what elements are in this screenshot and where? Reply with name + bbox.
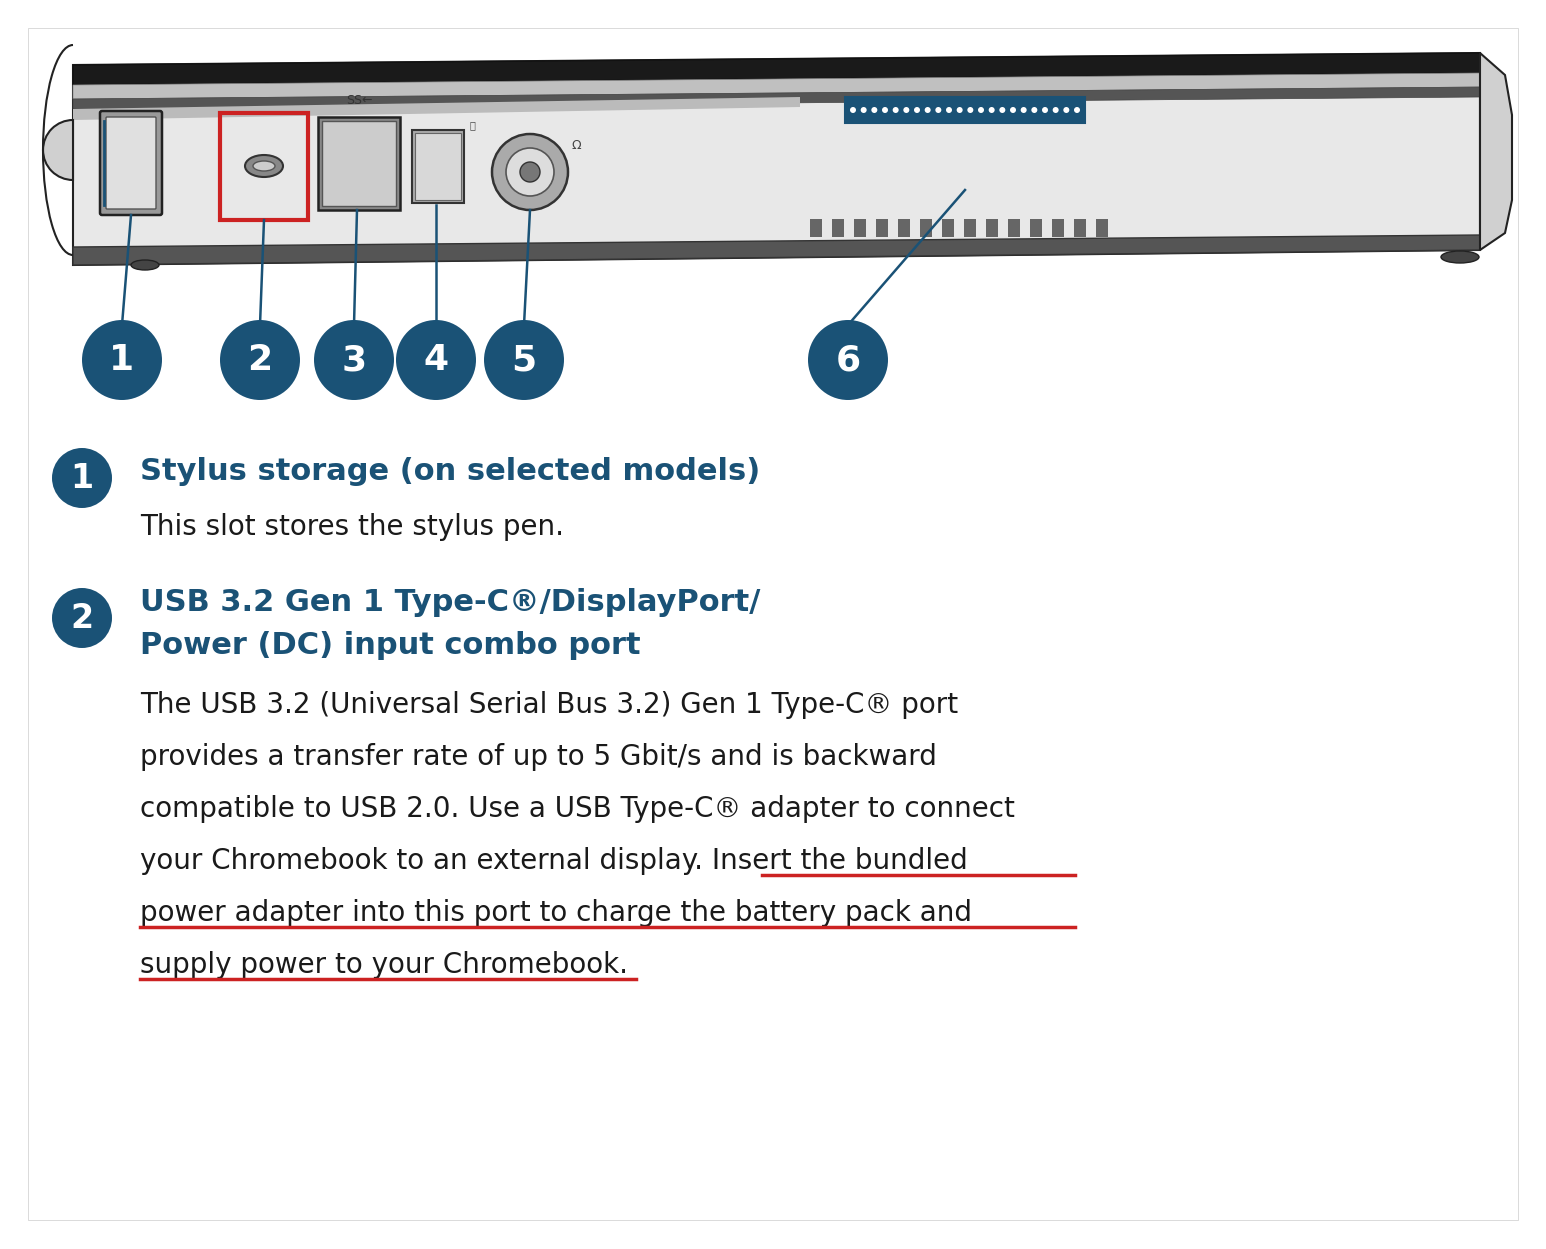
Circle shape (314, 320, 394, 400)
Circle shape (861, 107, 867, 112)
Circle shape (957, 107, 963, 112)
Text: USB 3.2 Gen 1 Type-C®/DisplayPort/: USB 3.2 Gen 1 Type-C®/DisplayPort/ (141, 587, 761, 617)
Circle shape (1020, 107, 1027, 112)
Bar (846, 97, 1085, 122)
Bar (942, 219, 954, 237)
Circle shape (935, 107, 942, 112)
Polygon shape (73, 235, 1480, 265)
Text: 🔒: 🔒 (470, 120, 476, 130)
Text: 5: 5 (512, 343, 536, 377)
Bar (1030, 219, 1042, 237)
Text: SS←: SS← (346, 94, 373, 107)
Circle shape (1010, 107, 1016, 112)
Text: 2: 2 (247, 343, 272, 377)
Text: Stylus storage (on selected models): Stylus storage (on selected models) (141, 456, 761, 486)
Circle shape (999, 107, 1005, 112)
Text: 3: 3 (342, 343, 366, 377)
Circle shape (872, 107, 877, 112)
Text: The USB 3.2 (Universal Serial Bus 3.2) Gen 1 Type-C® port: The USB 3.2 (Universal Serial Bus 3.2) G… (141, 691, 959, 719)
Circle shape (1042, 107, 1048, 112)
Text: 1: 1 (71, 461, 94, 495)
Ellipse shape (131, 260, 159, 270)
Text: 4: 4 (424, 343, 448, 377)
Bar (220, 112, 308, 220)
Circle shape (979, 107, 983, 112)
Circle shape (883, 107, 887, 112)
Circle shape (809, 320, 887, 400)
Circle shape (396, 320, 476, 400)
Ellipse shape (254, 161, 275, 171)
Bar (832, 219, 844, 237)
Ellipse shape (244, 155, 283, 177)
Circle shape (914, 107, 920, 112)
Bar (965, 219, 976, 237)
Text: supply power to your Chromebook.: supply power to your Chromebook. (141, 950, 628, 979)
Polygon shape (73, 72, 1480, 99)
Polygon shape (73, 87, 1480, 109)
Circle shape (519, 162, 540, 182)
Bar (920, 219, 932, 237)
Polygon shape (73, 52, 1480, 265)
Circle shape (892, 107, 898, 112)
Text: 1: 1 (110, 343, 135, 377)
Circle shape (988, 107, 994, 112)
Text: Power (DC) input combo port: Power (DC) input combo port (141, 631, 640, 659)
Circle shape (1031, 107, 1037, 112)
Bar (898, 219, 911, 237)
Polygon shape (1480, 52, 1512, 250)
Bar (1051, 219, 1064, 237)
Circle shape (492, 134, 567, 210)
Bar (810, 219, 822, 237)
Polygon shape (73, 97, 799, 120)
Text: power adapter into this port to charge the battery pack and: power adapter into this port to charge t… (141, 899, 972, 927)
Polygon shape (73, 52, 1480, 85)
Bar (322, 121, 396, 206)
Circle shape (220, 320, 300, 400)
Bar (414, 132, 461, 200)
Circle shape (1074, 107, 1081, 112)
Ellipse shape (1441, 251, 1480, 264)
Text: Ω: Ω (572, 139, 581, 152)
Wedge shape (43, 120, 73, 180)
Bar (1008, 219, 1020, 237)
FancyBboxPatch shape (107, 117, 156, 209)
Bar (877, 219, 887, 237)
Circle shape (946, 107, 952, 112)
Bar (986, 219, 999, 237)
Text: 2: 2 (71, 602, 94, 634)
Bar (853, 219, 866, 237)
Bar (1074, 219, 1085, 237)
Circle shape (506, 147, 553, 196)
Text: provides a transfer rate of up to 5 Gbit/s and is backward: provides a transfer rate of up to 5 Gbit… (141, 743, 937, 771)
Circle shape (1064, 107, 1070, 112)
Circle shape (53, 588, 111, 648)
Text: compatible to USB 2.0. Use a USB Type-C® adapter to connect: compatible to USB 2.0. Use a USB Type-C®… (141, 796, 1014, 823)
Text: 6: 6 (835, 343, 861, 377)
Circle shape (484, 320, 564, 400)
Circle shape (82, 320, 162, 400)
Circle shape (850, 107, 856, 112)
Text: This slot stores the stylus pen.: This slot stores the stylus pen. (141, 513, 564, 541)
Circle shape (1053, 107, 1059, 112)
Circle shape (968, 107, 974, 112)
Circle shape (925, 107, 931, 112)
Text: your Chromebook to an external display. Insert the bundled: your Chromebook to an external display. … (141, 847, 968, 876)
Bar (1096, 219, 1108, 237)
FancyBboxPatch shape (100, 111, 162, 215)
Bar (318, 117, 400, 210)
Circle shape (903, 107, 909, 112)
Circle shape (53, 448, 111, 508)
Bar (411, 130, 464, 204)
